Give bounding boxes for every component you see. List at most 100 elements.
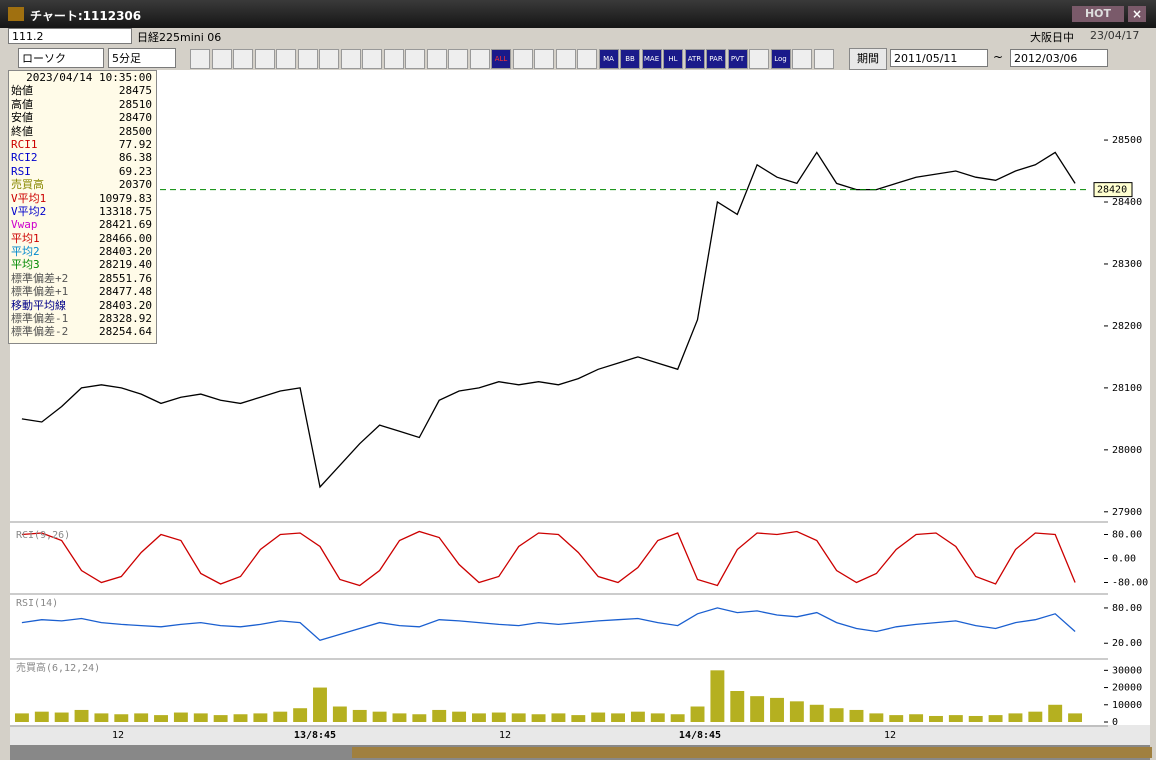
toolbar-button[interactable]: Log [770,49,791,69]
toolbar-icon[interactable] [362,49,382,69]
y-tick-label: 10000 [1112,700,1142,711]
info-row: 始値 28475 [9,84,156,97]
period-button[interactable]: 期間 [849,48,887,70]
volume-bar [173,712,188,722]
y-tick-label: 0 [1112,717,1118,728]
info-row: 移動平均線 28403.20 [9,299,156,312]
date-from[interactable]: 2011/05/11 [890,49,988,67]
toolbar-button[interactable]: ALL [491,49,511,69]
toolbar-icon[interactable] [276,49,296,69]
info-row: 標準偏差-2 28254.64 [9,325,156,338]
info-value: 28510 [118,97,152,111]
volume-bar [710,670,725,722]
volume-bar [1068,713,1083,722]
y-tick-label: 28100 [1112,383,1142,394]
x-tick-label: 12 [884,730,896,741]
info-value: 10979.83 [99,191,152,205]
session: 大阪日中 [1030,31,1074,44]
volume-bar [571,715,586,722]
info-label: Vwap [11,218,38,232]
toolbar-button[interactable]: HL [663,49,683,69]
toolbar-icon[interactable] [448,49,468,69]
toolbar-icon[interactable] [254,49,275,69]
info-label: 売買高 [11,178,44,192]
info-value: 69.23 [118,164,152,178]
toolbar-icons: ALL MA BB MAE HL ATR PAR PVT Log [190,48,840,69]
toolbar-icon[interactable] [211,49,232,69]
info-row: V平均1 10979.83 [9,192,156,205]
chart-area: 27900 28000 28100 28200 28300 28400 28500 28420… [10,70,1152,760]
y-tick-label: 20000 [1112,683,1142,694]
volume-bar [74,709,89,722]
toolbar-icon[interactable] [319,49,339,69]
info-value: 28500 [118,124,152,138]
toolbar-icon[interactable] [534,49,554,69]
interval[interactable]: 5分足 [108,48,176,68]
info-label: 標準偏差+2 [11,271,69,285]
toolbar-icon[interactable] [792,49,812,69]
info-row: 標準偏差-1 28328.92 [9,312,156,325]
plot-bg [10,70,1108,725]
toolbar-icon[interactable] [469,49,490,69]
toolbar-icon[interactable] [340,49,361,69]
symbol-field[interactable]: 111.2 [8,28,132,44]
volume-bar [690,706,705,722]
info-label: 標準偏差+1 [11,285,69,299]
info-value: 86.38 [118,151,152,165]
info-label: RSI [11,164,31,178]
volume-bar [193,713,208,722]
y-tick-label: -80.00 [1112,578,1148,589]
volume-bar [929,715,943,722]
toolbar-icon[interactable] [383,49,404,69]
hot-button[interactable]: HOT [1072,6,1124,22]
toolbar-icon[interactable] [813,49,834,69]
current-box [1093,182,1133,198]
y-tick-label: 28400 [1112,197,1142,208]
toolbar-button[interactable]: BB [620,49,640,69]
info-label: RCI1 [11,137,38,151]
info-row: V平均2 13318.75 [9,205,156,218]
x-tick-label: 12 [499,730,511,741]
volume-bar [352,709,367,722]
title-bar: チャート:1112306 HOT × [0,0,1156,28]
toolbar-icon[interactable] [512,49,533,69]
volume-bar [889,715,904,722]
volume-bar [909,714,924,722]
toolbar-button[interactable]: MAE [641,49,662,69]
toolbar-icon[interactable] [405,49,425,69]
toolbar-icon[interactable] [555,49,576,69]
volume-bar [869,713,884,722]
y-tick-label: 30000 [1112,665,1142,676]
current-label: 28420 [1097,185,1127,196]
volume-bar [432,709,447,722]
date-to[interactable]: 2012/03/06 [1010,49,1108,67]
toolbar-button[interactable]: PVT [727,49,748,69]
info-time: 2023/04/14 10:35:00 [26,71,152,84]
volume-bar [511,713,526,722]
toolbar-icon[interactable] [426,49,447,69]
volume-bar [551,713,566,722]
window-title: チャート:1112306 [30,9,142,23]
info-value: 28219.40 [99,258,152,272]
toolbar-icon[interactable] [233,49,253,69]
chart-type[interactable]: ローソク [18,48,104,68]
toolbar-button[interactable]: PAR [706,49,726,69]
toolbar-icon[interactable] [297,49,318,69]
volume-bar [491,712,506,722]
info-label: 標準偏差-1 [11,312,69,326]
volume-bar [670,714,685,722]
toolbar-button[interactable]: MA [598,49,619,69]
toolbar-button[interactable]: ATR [684,49,705,69]
info-row: 平均1 28466.00 [9,232,156,245]
info-row: RCI1 77.92 [9,138,156,151]
x-tick-label: 14/8:45 [679,730,721,741]
info-value: 28403.20 [99,298,152,312]
toolbar-icon[interactable] [190,49,210,69]
info-row: Vwap 28421.69 [9,218,156,231]
toolbar-icon[interactable] [749,49,769,69]
info-panel: 2023/04/14 10:35:00 始値 28475 高値 28510 安値 2847… [8,70,157,344]
close-button[interactable]: × [1128,6,1146,22]
toolbar-icon[interactable] [577,49,597,69]
volume-bar [750,696,765,722]
